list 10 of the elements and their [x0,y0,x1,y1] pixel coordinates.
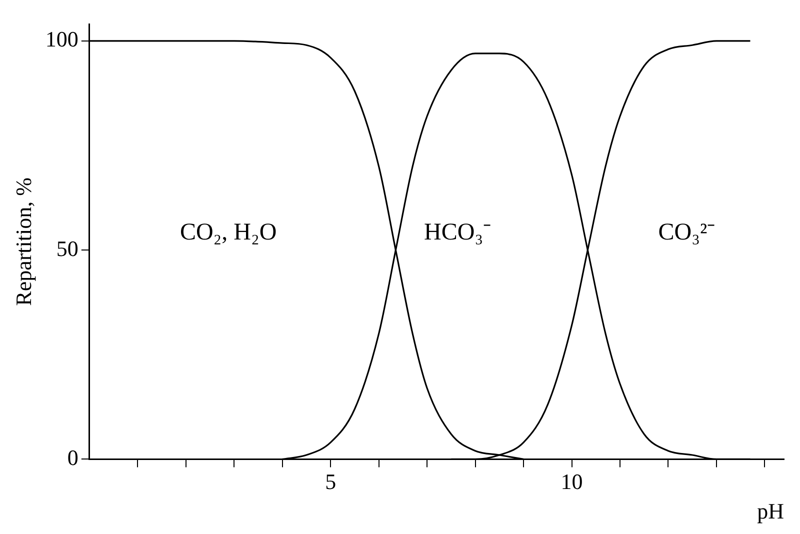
annotation: CO₂, H₂O [180,219,277,246]
x-tick-label: 10 [560,469,583,494]
y-axis-title: Repartition, % [10,178,36,306]
y-tick-label: 50 [56,236,78,261]
x-tick-label: 5 [325,469,336,494]
annotation: HCO₃⁻ [424,219,492,246]
x-axis-title: pH [757,498,784,524]
annotation: CO₃²⁻ [658,219,716,246]
y-tick-label: 0 [67,444,78,470]
y-tick-label: 100 [45,26,78,52]
